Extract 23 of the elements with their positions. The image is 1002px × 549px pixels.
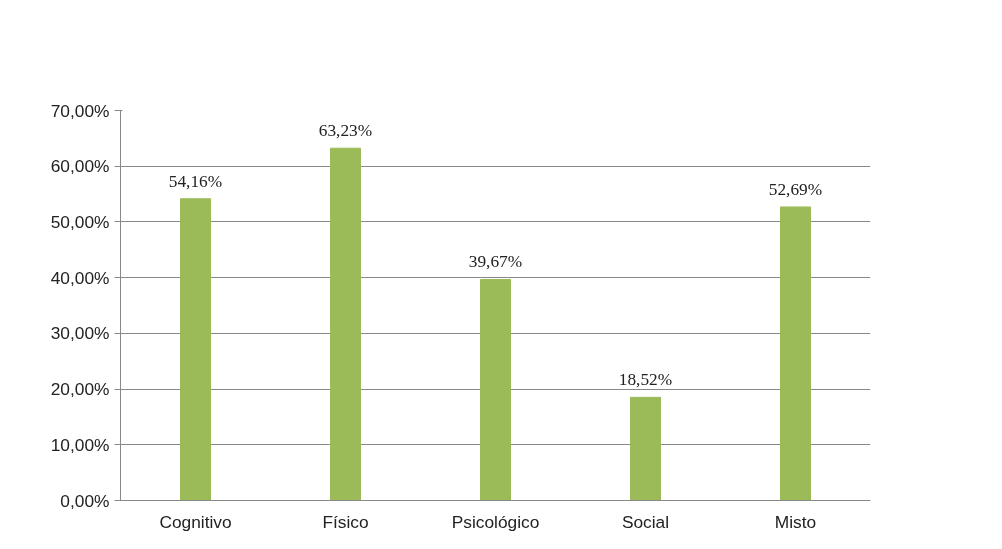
data-label: 39,67% [468,252,523,272]
y-tick-label: 50,00% [50,211,110,232]
bar [780,206,811,501]
x-tick-label: Físico [322,511,369,532]
data-label: 63,23% [318,121,373,141]
y-tick-label: 20,00% [50,379,110,400]
x-tick-label: Psicológico [451,511,540,532]
y-tick-label: 0,00% [60,490,110,511]
bar [630,396,661,501]
x-tick-label: Cognitivo [159,511,232,532]
data-label: 52,69% [768,179,823,199]
x-tick-label: Misto [774,511,817,532]
bar [480,278,511,501]
y-tick-label: 30,00% [50,323,110,344]
y-tick-label: 40,00% [50,267,110,288]
y-tick-label: 70,00% [50,100,110,121]
y-tick-label: 10,00% [50,434,110,455]
data-label: 18,52% [618,370,673,390]
x-tick-label: Social [621,511,670,532]
data-label: 54,16% [168,171,223,191]
y-tick-label: 60,00% [50,156,110,177]
bar [330,147,361,501]
bar [180,198,211,501]
